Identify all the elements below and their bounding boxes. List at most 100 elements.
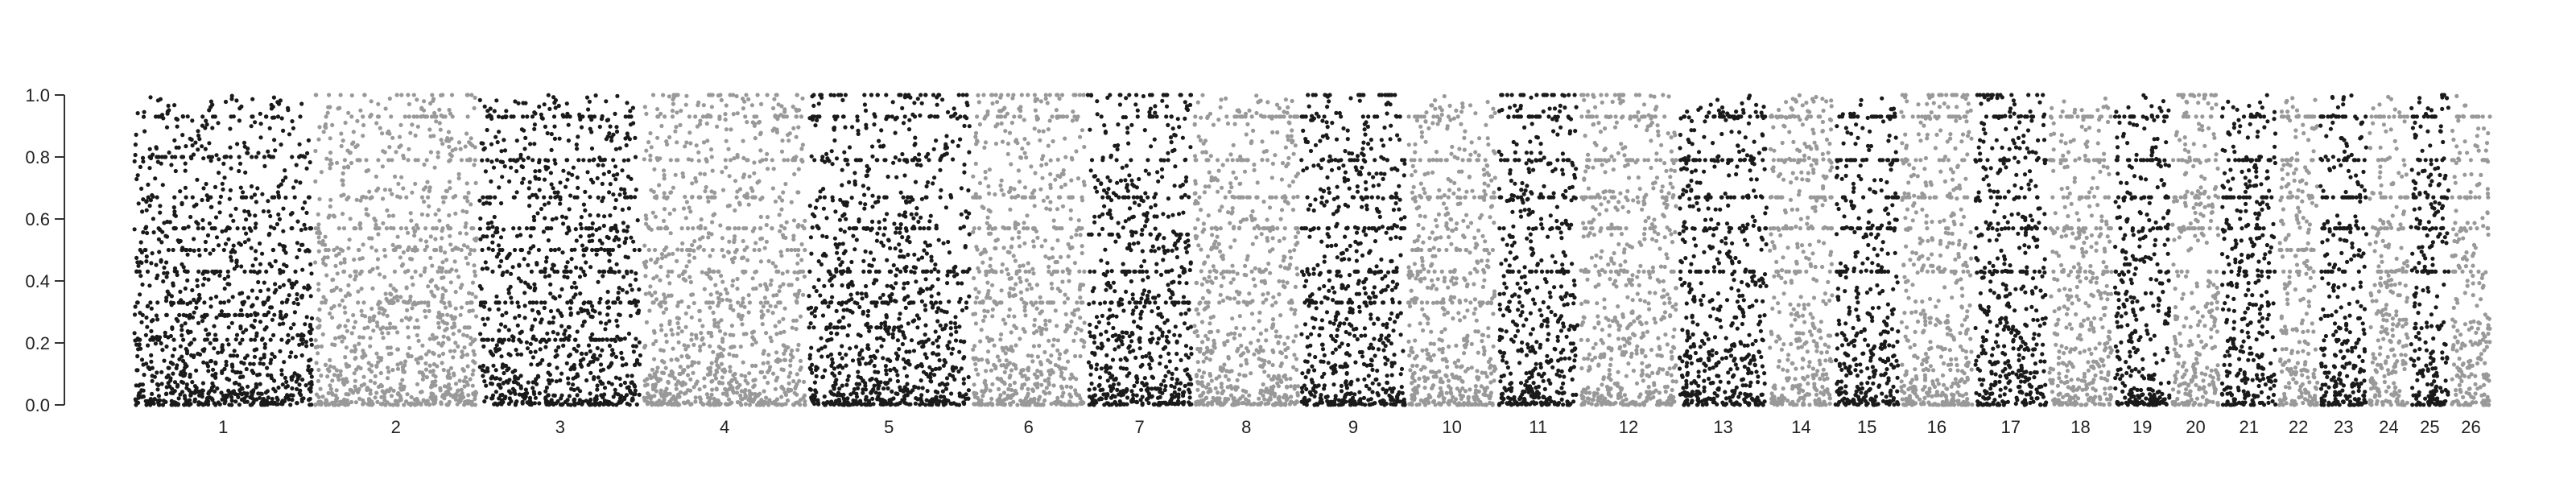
snp-point <box>684 140 689 145</box>
snp-point <box>434 226 439 231</box>
snp-point <box>919 378 923 383</box>
snp-point <box>197 292 202 297</box>
snp-point <box>536 247 542 253</box>
snp-point <box>427 308 431 313</box>
snp-point <box>543 275 548 279</box>
snp-point <box>164 344 169 349</box>
snp-point <box>485 127 489 133</box>
snp-point <box>589 118 594 122</box>
snp-point <box>148 155 153 159</box>
snp-point <box>518 233 523 237</box>
snp-point <box>390 135 395 140</box>
snp-point <box>491 165 497 170</box>
snp-point <box>431 369 436 374</box>
snp-point <box>473 180 478 185</box>
snp-point <box>532 142 537 147</box>
snp-point <box>334 388 339 393</box>
snp-point <box>234 263 239 269</box>
snp-point <box>539 300 544 305</box>
snp-point <box>373 395 378 400</box>
snp-point <box>764 239 770 244</box>
snp-point <box>962 162 967 167</box>
snp-point <box>757 247 762 253</box>
snp-point <box>252 348 257 353</box>
snp-point <box>382 398 387 402</box>
snp-point <box>147 283 152 288</box>
snp-point <box>798 367 803 372</box>
snp-point <box>178 344 183 349</box>
snp-point <box>717 402 722 407</box>
snp-point <box>743 374 748 378</box>
snp-point <box>251 361 256 366</box>
snp-point <box>643 274 648 279</box>
snp-point <box>613 197 618 203</box>
snp-point <box>581 158 586 163</box>
snp-point <box>233 391 237 396</box>
snp-point <box>862 102 867 107</box>
snp-point <box>855 114 860 119</box>
snp-point <box>799 114 804 119</box>
snp-point <box>341 380 345 386</box>
snp-point <box>228 126 233 131</box>
snp-point <box>614 125 619 130</box>
snp-point <box>782 158 786 163</box>
snp-point <box>192 310 196 315</box>
snp-point <box>842 229 847 234</box>
snp-point <box>675 93 680 97</box>
snp-point <box>686 157 691 162</box>
snp-point <box>228 188 233 192</box>
snp-point <box>696 150 701 155</box>
snp-point <box>554 349 559 353</box>
snp-point <box>180 133 185 138</box>
snp-point <box>517 313 522 318</box>
snp-point <box>894 175 899 180</box>
snp-point <box>465 364 470 369</box>
snp-point <box>649 145 654 150</box>
snp-point <box>501 362 506 367</box>
snp-point <box>425 398 430 403</box>
snp-point <box>828 331 834 336</box>
snp-point <box>421 398 426 402</box>
snp-point <box>321 295 326 299</box>
snp-point <box>913 401 918 406</box>
snp-point <box>172 347 177 352</box>
snp-point <box>613 387 617 392</box>
snp-point <box>581 202 587 207</box>
snp-point <box>217 200 222 205</box>
snp-point <box>649 258 654 262</box>
snp-point <box>701 103 706 108</box>
snp-point <box>469 300 474 305</box>
snp-point <box>764 222 769 228</box>
snp-point <box>828 402 833 407</box>
snp-point <box>778 250 783 254</box>
snp-point <box>440 286 445 291</box>
snp-point <box>428 385 434 390</box>
snp-point <box>156 382 161 387</box>
snp-point <box>134 176 139 182</box>
snp-point <box>628 109 633 114</box>
snp-point <box>307 398 312 402</box>
snp-point <box>460 349 464 354</box>
snp-point <box>866 186 871 191</box>
snp-point <box>609 226 613 231</box>
snp-point <box>580 351 584 356</box>
snp-point <box>818 195 823 200</box>
snp-point <box>902 210 907 215</box>
snp-point <box>741 238 745 244</box>
snp-point <box>443 305 448 310</box>
snp-point <box>920 386 925 390</box>
snp-point <box>791 402 796 407</box>
snp-point <box>159 113 165 118</box>
snp-point <box>689 315 694 320</box>
snp-point <box>498 159 503 164</box>
snp-point <box>132 227 137 232</box>
snp-point <box>499 354 504 359</box>
snp-point <box>140 394 145 399</box>
snp-point <box>308 262 313 266</box>
snp-point <box>564 215 568 220</box>
snp-point <box>456 344 460 349</box>
snp-point <box>916 386 921 390</box>
snp-point <box>813 388 818 393</box>
snp-point <box>605 118 611 122</box>
snp-point <box>703 226 708 231</box>
